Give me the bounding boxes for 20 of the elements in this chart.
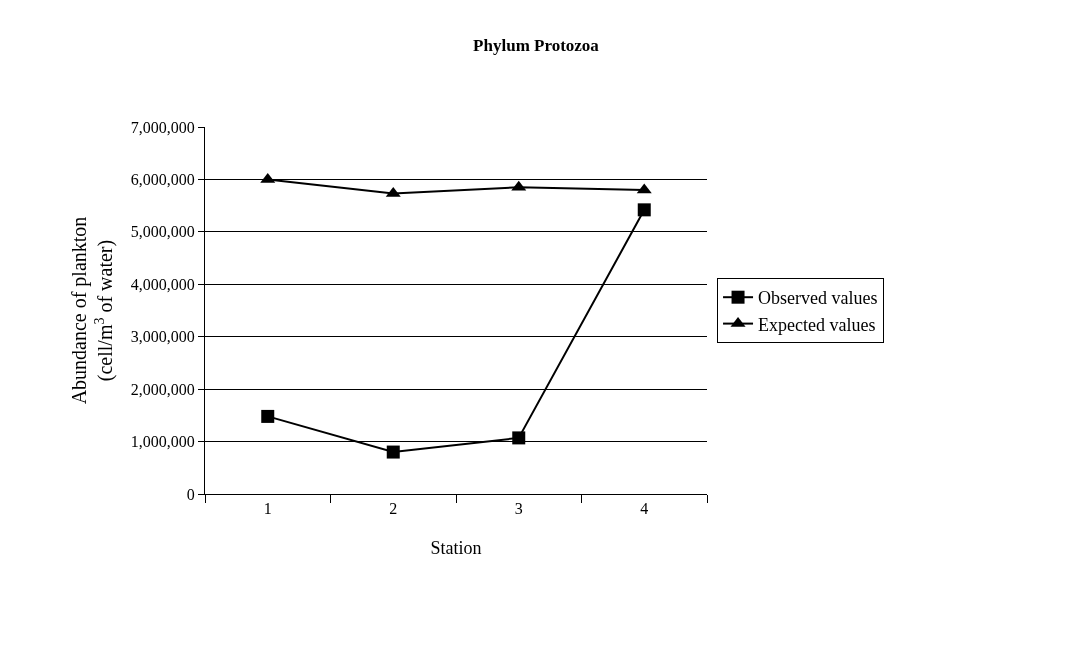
point xyxy=(512,431,526,445)
y-tick-label: 3,000,000 xyxy=(130,328,195,346)
legend-label: Observed values xyxy=(758,288,878,309)
point xyxy=(261,409,275,423)
y-tick-label: 0 xyxy=(186,485,195,503)
x-tick-label: 4 xyxy=(640,500,649,518)
y-tick-label: 4,000,000 xyxy=(130,275,195,293)
x-axis-title: Station xyxy=(430,538,482,559)
y-tick-label: 7,000,000 xyxy=(130,118,195,136)
y-tick-label: 1,000,000 xyxy=(130,433,195,451)
y-tick-label: 2,000,000 xyxy=(130,380,195,398)
y-tick-label: 5,000,000 xyxy=(130,223,195,241)
chart-title: Phylum Protozoa xyxy=(473,36,600,56)
x-tick-label: 1 xyxy=(263,500,272,518)
legend-label: Expected values xyxy=(758,314,876,335)
x-tick-label: 2 xyxy=(389,500,398,518)
point xyxy=(637,203,651,217)
y-tick-label: 6,000,000 xyxy=(130,171,195,189)
x-tick-label: 3 xyxy=(514,500,523,518)
point xyxy=(386,445,400,459)
